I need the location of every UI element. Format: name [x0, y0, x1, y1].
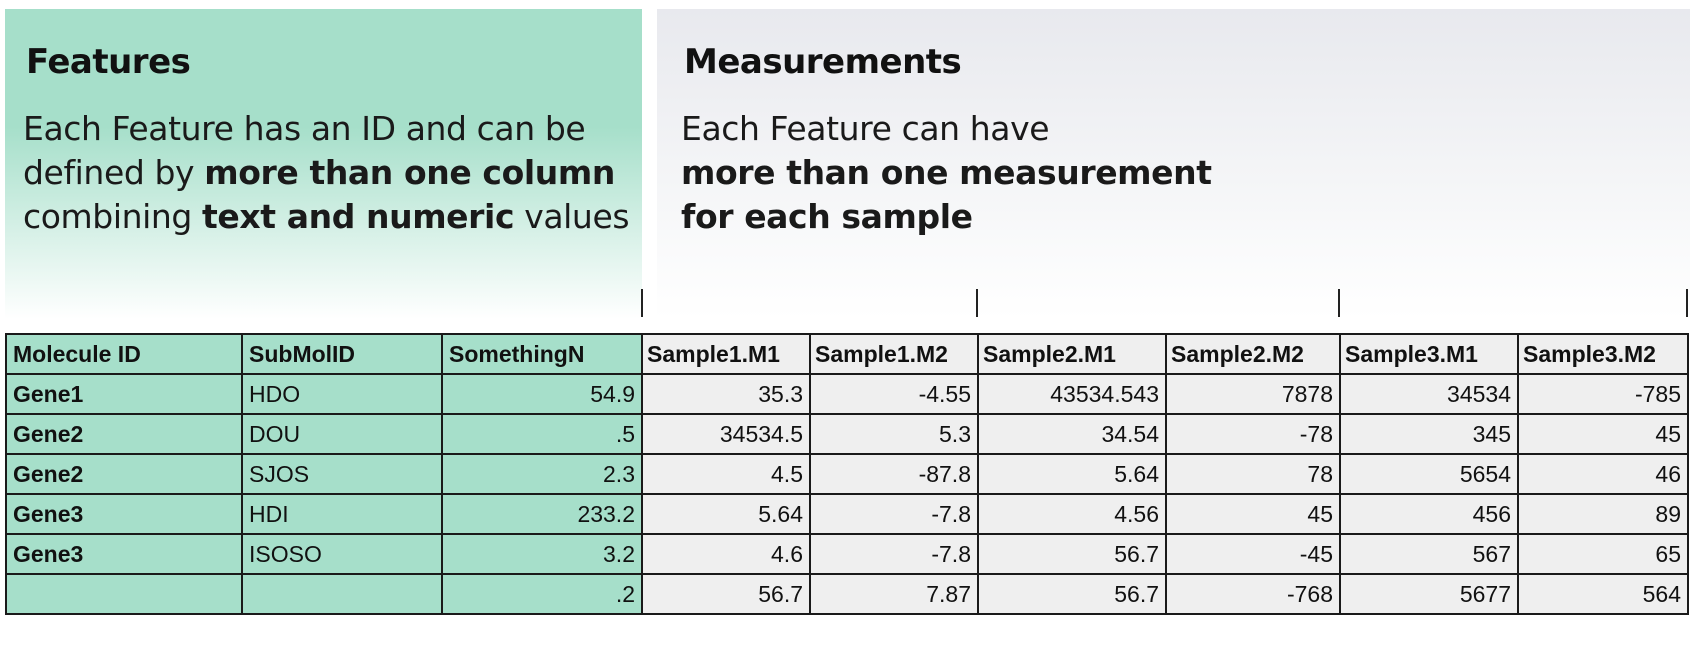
measurement-cell[interactable]: -7.8: [809, 493, 979, 535]
measurements-title: Measurements: [684, 42, 962, 82]
measurement-cell[interactable]: 89: [1517, 493, 1689, 535]
measurement-cell[interactable]: -78: [1165, 413, 1341, 455]
sample-group-tick-3: [1338, 289, 1340, 317]
measurement-cell[interactable]: 4.6: [641, 533, 811, 575]
measurements-desc-line-1: Each Feature can have: [681, 109, 1050, 148]
sample-group-tick-4: [1686, 289, 1688, 317]
column-header-somethingn[interactable]: SomethingN: [441, 333, 643, 375]
column-header-sample3-m1[interactable]: Sample3.M1: [1339, 333, 1519, 375]
measurement-cell[interactable]: 45: [1165, 493, 1341, 535]
molecule-id-cell[interactable]: Gene3: [5, 493, 243, 535]
table-row: .2 56.7 7.87 56.7 -768 5677 564: [5, 573, 1689, 615]
measurements-desc-line-3: for each sample: [681, 197, 973, 236]
table-row: Gene2 SJOS 2.3 4.5 -87.8 5.64 78 5654 46: [5, 453, 1689, 495]
table-row: Gene1 HDO 54.9 35.3 -4.55 43534.543 7878 34534-…: [5, 373, 1689, 415]
molecule-id-cell[interactable]: [5, 573, 243, 615]
column-header-sample1-m1[interactable]: Sample1.M1: [641, 333, 811, 375]
measurement-cell[interactable]: -45: [1165, 533, 1341, 575]
somethingn-cell[interactable]: .5: [441, 413, 643, 455]
features-desc-line-3b: text and numeric: [202, 197, 515, 236]
features-desc-line-2a: defined by: [23, 153, 205, 192]
table-body: Gene1 HDO 54.9 35.3 -4.55 43534.543 7878 34534-…: [5, 373, 1689, 615]
features-panel: Features Each Feature has an ID and can …: [5, 9, 642, 319]
submolid-cell[interactable]: SJOS: [241, 453, 443, 495]
measurement-cell[interactable]: 567: [1339, 533, 1519, 575]
measurement-cell[interactable]: 345: [1339, 413, 1519, 455]
measurements-desc-line-2: more than one measurement: [681, 153, 1212, 192]
features-description: Each Feature has an ID and can be define…: [23, 107, 630, 239]
measurement-cell[interactable]: -87.8: [809, 453, 979, 495]
sample-group-tick-2: [976, 289, 978, 317]
measurement-cell[interactable]: 4.5: [641, 453, 811, 495]
measurement-cell[interactable]: -768: [1165, 573, 1341, 615]
measurement-cell[interactable]: 34.54: [977, 413, 1167, 455]
submolid-cell[interactable]: DOU: [241, 413, 443, 455]
column-header-sample2-m1[interactable]: Sample2.M1: [977, 333, 1167, 375]
measurement-cell[interactable]: 5677: [1339, 573, 1519, 615]
sample-group-tick-1: [641, 289, 643, 317]
somethingn-cell[interactable]: 3.2: [441, 533, 643, 575]
features-desc-line-1: Each Feature has an ID and can be: [23, 109, 586, 148]
measurement-cell[interactable]: -785: [1517, 373, 1689, 415]
features-desc-line-3c: values: [514, 197, 630, 236]
somethingn-cell[interactable]: 233.2: [441, 493, 643, 535]
measurement-cell[interactable]: 65: [1517, 533, 1689, 575]
measurement-cell[interactable]: 564: [1517, 573, 1689, 615]
measurements-description: Each Feature can have more than one meas…: [681, 107, 1212, 239]
measurement-cell[interactable]: 35.3: [641, 373, 811, 415]
table-row: Gene3 HDI 233.2 5.64 -7.8 4.56 45 456 89: [5, 493, 1689, 535]
column-header-submolid[interactable]: SubMolID: [241, 333, 443, 375]
measurement-cell[interactable]: 78: [1165, 453, 1341, 495]
measurement-cell[interactable]: 7878: [1165, 373, 1341, 415]
column-header-sample3-m2[interactable]: Sample3.M2: [1517, 333, 1689, 375]
measurement-cell[interactable]: 5.64: [977, 453, 1167, 495]
features-title: Features: [26, 42, 191, 82]
features-desc-line-3a: combining: [23, 197, 203, 236]
measurement-cell[interactable]: 56.7: [641, 573, 811, 615]
column-header-molecule-id[interactable]: Molecule ID: [5, 333, 243, 375]
column-header-sample2-m2[interactable]: Sample2.M2: [1165, 333, 1341, 375]
measurement-cell[interactable]: 5.64: [641, 493, 811, 535]
measurements-panel: Measurements Each Feature can have more …: [657, 9, 1690, 319]
data-table: Molecule ID SubMolID SomethingN Sample1.…: [5, 333, 1689, 615]
measurement-cell[interactable]: -4.55: [809, 373, 979, 415]
measurement-cell[interactable]: 45: [1517, 413, 1689, 455]
measurement-cell[interactable]: 46: [1517, 453, 1689, 495]
molecule-id-cell[interactable]: Gene3: [5, 533, 243, 575]
measurement-cell[interactable]: 56.7: [977, 573, 1167, 615]
measurement-cell[interactable]: 56.7: [977, 533, 1167, 575]
table-header-row: Molecule ID SubMolID SomethingN Sample1.…: [5, 333, 1689, 375]
measurement-cell[interactable]: 5.3: [809, 413, 979, 455]
measurement-cell[interactable]: 34534.5: [641, 413, 811, 455]
somethingn-cell[interactable]: 2.3: [441, 453, 643, 495]
table-row: Gene2 DOU .5 34534.5 5.3 34.54 -78 345 45: [5, 413, 1689, 455]
measurement-cell[interactable]: 4.56: [977, 493, 1167, 535]
column-header-sample1-m2[interactable]: Sample1.M2: [809, 333, 979, 375]
submolid-cell[interactable]: ISOSO: [241, 533, 443, 575]
measurement-cell[interactable]: -7.8: [809, 533, 979, 575]
submolid-cell[interactable]: HDI: [241, 493, 443, 535]
features-desc-line-2b: more than one column: [204, 153, 615, 192]
measurement-cell[interactable]: 34534: [1339, 373, 1519, 415]
measurement-cell[interactable]: 7.87: [809, 573, 979, 615]
table-row: Gene3 ISOSO 3.2 4.6 -7.8 56.7 -45 567 65: [5, 533, 1689, 575]
somethingn-cell[interactable]: 54.9: [441, 373, 643, 415]
molecule-id-cell[interactable]: Gene2: [5, 413, 243, 455]
submolid-cell[interactable]: HDO: [241, 373, 443, 415]
submolid-cell[interactable]: [241, 573, 443, 615]
measurement-cell[interactable]: 456: [1339, 493, 1519, 535]
somethingn-cell[interactable]: .2: [441, 573, 643, 615]
measurement-cell[interactable]: 43534.543: [977, 373, 1167, 415]
molecule-id-cell[interactable]: Gene2: [5, 453, 243, 495]
molecule-id-cell[interactable]: Gene1: [5, 373, 243, 415]
measurement-cell[interactable]: 5654: [1339, 453, 1519, 495]
